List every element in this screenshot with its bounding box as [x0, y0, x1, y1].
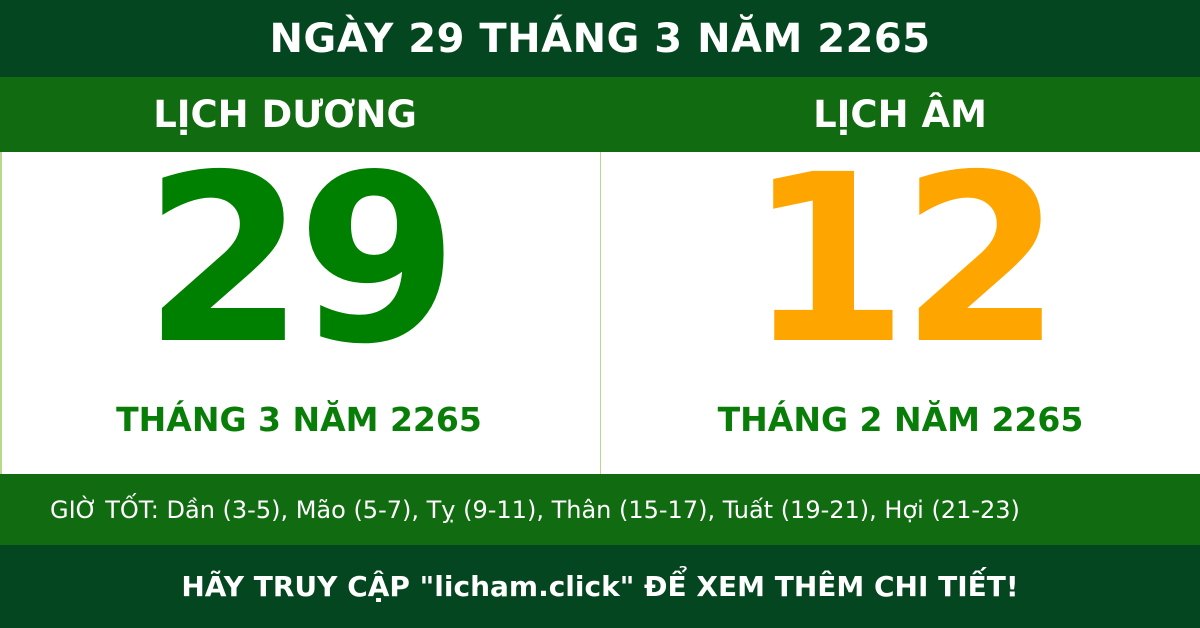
- solar-panel: 29 THÁNG 3 NĂM 2265: [2, 125, 601, 474]
- calendar-labels: LỊCH DƯƠNG LỊCH ÂM: [0, 77, 1200, 152]
- solar-month-year: THÁNG 3 NĂM 2265: [116, 400, 482, 439]
- calendar-panels: 29 THÁNG 3 NĂM 2265 12 THÁNG 2 NĂM 2265: [0, 125, 1200, 474]
- solar-day: 29: [143, 125, 459, 395]
- lunar-month-year: THÁNG 2 NĂM 2265: [717, 400, 1084, 439]
- footer-cta: HÃY TRUY CẬP "licham.click" ĐỂ XEM THÊM …: [0, 545, 1200, 628]
- solar-calendar-label: LỊCH DƯƠNG: [153, 93, 417, 136]
- lunar-calendar-label: LỊCH ÂM: [813, 93, 987, 136]
- lunar-day: 12: [747, 125, 1062, 395]
- lunar-panel: 12 THÁNG 2 NĂM 2265: [601, 125, 1200, 474]
- page-title: NGÀY 29 THÁNG 3 NĂM 2265: [0, 0, 1200, 77]
- good-hours: GIỜ TỐT: Dần (3-5), Mão (5-7), Tỵ (9-11)…: [0, 474, 1200, 545]
